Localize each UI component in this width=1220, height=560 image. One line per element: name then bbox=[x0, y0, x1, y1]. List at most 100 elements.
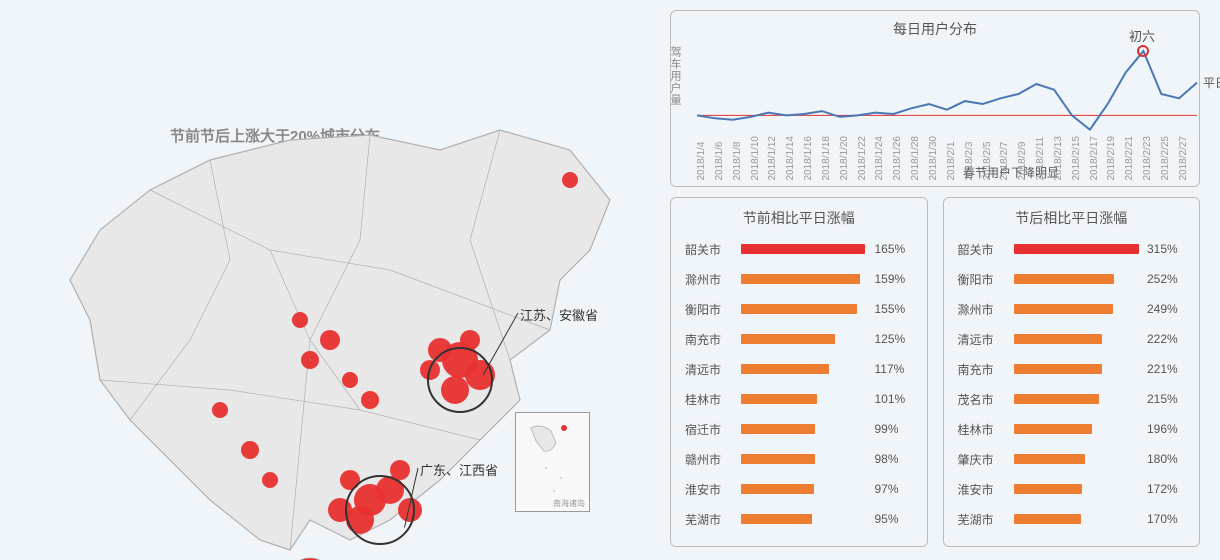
line-chart-title: 每日用户分布 bbox=[679, 19, 1191, 39]
xaxis-tick-label: 2018/2/17 bbox=[1089, 136, 1100, 181]
xaxis-tick-label: 2018/2/11 bbox=[1035, 136, 1046, 181]
line-chart-area bbox=[679, 44, 1191, 144]
xaxis-tick-label: 2018/1/22 bbox=[857, 136, 868, 181]
bar-fill bbox=[741, 454, 815, 464]
bar-right-title: 节后相比平日涨幅 bbox=[958, 208, 1186, 228]
bar-track bbox=[741, 484, 869, 494]
bar-track bbox=[741, 364, 869, 374]
xaxis-tick-label: 2018/1/10 bbox=[750, 136, 761, 181]
bar-row-value: 180% bbox=[1147, 452, 1185, 466]
bar-row: 淮安市 172% bbox=[958, 476, 1186, 502]
xaxis-tick-label: 2018/1/18 bbox=[821, 136, 832, 181]
bar-fill bbox=[1014, 274, 1114, 284]
bar-row: 桂林市196% bbox=[958, 416, 1186, 442]
bar-track bbox=[741, 334, 869, 344]
bar-track bbox=[1014, 334, 1142, 344]
bar-fill bbox=[741, 424, 815, 434]
bar-fill bbox=[1014, 514, 1082, 524]
bar-fill bbox=[1014, 424, 1092, 434]
bar-row-label: 韶关市 bbox=[685, 241, 735, 258]
map-callout-label: 广东、江西省 bbox=[420, 460, 498, 479]
xaxis-tick-label: 2018/1/14 bbox=[785, 136, 796, 181]
bar-fill bbox=[741, 304, 857, 314]
bar-fill bbox=[1014, 484, 1083, 494]
bar-row: 芜湖市 95% bbox=[685, 506, 913, 532]
dashboard-container: 节前节后上涨大于20%城市分布 江苏、安徽省广东、江西省 南海诸岛 每日用户分布 bbox=[0, 0, 1220, 557]
bar-fill bbox=[1014, 244, 1140, 254]
bar-row-label: 清远市 bbox=[685, 361, 735, 378]
xaxis-tick-label: 2018/1/12 bbox=[767, 136, 778, 181]
bar-row-value: 99% bbox=[875, 422, 913, 436]
xaxis-tick-label: 2018/2/27 bbox=[1178, 136, 1189, 181]
bar-fill bbox=[1014, 364, 1102, 374]
bar-fill bbox=[741, 394, 817, 404]
bar-row-value: 315% bbox=[1147, 242, 1185, 256]
bar-row-value: 252% bbox=[1147, 272, 1185, 286]
xaxis-tick-label: 2018/1/30 bbox=[928, 136, 939, 181]
bar-row-label: 赣州市 bbox=[685, 451, 735, 468]
bar-row: 茂名市 215% bbox=[958, 386, 1186, 412]
xaxis-tick-label: 2018/2/19 bbox=[1106, 136, 1117, 181]
bar-row-label: 韶关市 bbox=[958, 241, 1008, 258]
bar-row-value: 159% bbox=[875, 272, 913, 286]
bar-track bbox=[1014, 244, 1142, 254]
bar-row: 桂林市 101% bbox=[685, 386, 913, 412]
xaxis-tick-label: 2018/2/5 bbox=[982, 136, 993, 181]
xaxis-tick-label: 2018/1/26 bbox=[892, 136, 903, 181]
bar-row-value: 172% bbox=[1147, 482, 1185, 496]
bar-panels: 节前相比平日涨幅 韶关市165%滁州市159%衡阳市155%南充市125%清远市… bbox=[670, 197, 1200, 547]
bar-row: 赣州市98% bbox=[685, 446, 913, 472]
xaxis-tick-label: 2018/2/9 bbox=[1017, 136, 1028, 181]
bar-row-value: 215% bbox=[1147, 392, 1185, 406]
bar-row-value: 95% bbox=[875, 512, 913, 526]
bar-track bbox=[741, 244, 869, 254]
bar-row: 芜湖市 170% bbox=[958, 506, 1186, 532]
bar-track bbox=[1014, 394, 1142, 404]
xaxis-tick-label: 2018/2/13 bbox=[1053, 136, 1064, 181]
bar-row-label: 茂名市 bbox=[958, 391, 1008, 408]
bar-row-label: 淮安市 bbox=[958, 481, 1008, 498]
bar-row: 衡阳市 252% bbox=[958, 266, 1186, 292]
xaxis-tick-label: 2018/2/23 bbox=[1142, 136, 1153, 181]
right-panel: 每日用户分布 驾车用户量 平日线 初六 春节用户下降明显 2018/1/4201… bbox=[660, 0, 1220, 557]
bar-track bbox=[1014, 304, 1142, 314]
bar-fill bbox=[741, 274, 860, 284]
bar-row-label: 衡阳市 bbox=[958, 271, 1008, 288]
bar-row-value: 101% bbox=[875, 392, 913, 406]
bar-row-label: 衡阳市 bbox=[685, 301, 735, 318]
bar-row: 宿迁市 99% bbox=[685, 416, 913, 442]
xaxis-tick-label: 2018/2/3 bbox=[964, 136, 975, 181]
bar-row: 韶关市 315% bbox=[958, 236, 1186, 262]
line-xaxis: 2018/1/42018/1/62018/1/82018/1/102018/1/… bbox=[696, 136, 1189, 181]
bar-row: 肇庆市 180% bbox=[958, 446, 1186, 472]
xaxis-tick-label: 2018/1/16 bbox=[803, 136, 814, 181]
bar-row-value: 249% bbox=[1147, 302, 1185, 316]
bar-row-label: 清远市 bbox=[958, 331, 1008, 348]
bar-row-label: 桂林市 bbox=[685, 391, 735, 408]
bar-fill bbox=[741, 364, 829, 374]
xaxis-tick-label: 2018/1/20 bbox=[839, 136, 850, 181]
bar-track bbox=[1014, 274, 1142, 284]
bar-row: 南充市125% bbox=[685, 326, 913, 352]
map-panel: 节前节后上涨大于20%城市分布 江苏、安徽省广东、江西省 南海诸岛 bbox=[0, 0, 660, 557]
bar-fill bbox=[741, 484, 814, 494]
bar-row-label: 滁州市 bbox=[685, 271, 735, 288]
bar-fill bbox=[1014, 334, 1102, 344]
bar-row-value: 97% bbox=[875, 482, 913, 496]
bar-track bbox=[741, 424, 869, 434]
bar-row-label: 肇庆市 bbox=[958, 451, 1008, 468]
bar-row-label: 芜湖市 bbox=[958, 511, 1008, 528]
bar-row-label: 芜湖市 bbox=[685, 511, 735, 528]
bar-row: 滁州市249% bbox=[958, 296, 1186, 322]
bar-row-label: 宿迁市 bbox=[685, 421, 735, 438]
xaxis-tick-label: 2018/2/7 bbox=[999, 136, 1010, 181]
bar-fill bbox=[741, 334, 835, 344]
line-peak-label: 初六 bbox=[1129, 26, 1155, 45]
bar-row-label: 淮安市 bbox=[685, 481, 735, 498]
bar-row-value: 170% bbox=[1147, 512, 1185, 526]
bar-row-label: 桂林市 bbox=[958, 421, 1008, 438]
xaxis-tick-label: 2018/1/4 bbox=[696, 136, 707, 181]
bar-row-label: 南充市 bbox=[685, 331, 735, 348]
bar-track bbox=[1014, 484, 1142, 494]
bar-fill bbox=[741, 514, 812, 524]
